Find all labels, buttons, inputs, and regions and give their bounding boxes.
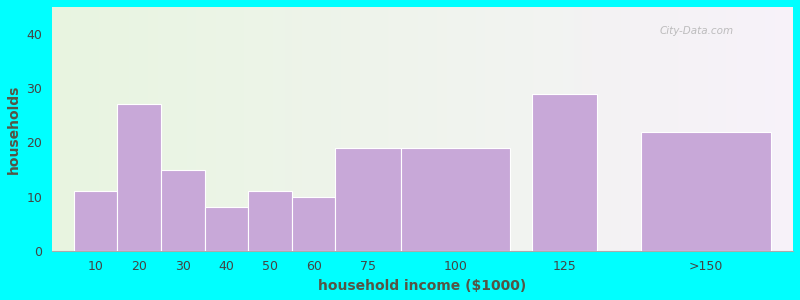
X-axis label: household income ($1000): household income ($1000): [318, 279, 526, 293]
Bar: [161, 169, 205, 251]
Bar: [248, 191, 292, 251]
Bar: [74, 191, 118, 251]
Bar: [335, 148, 401, 251]
Bar: [292, 196, 335, 251]
Y-axis label: households: households: [7, 84, 21, 173]
Bar: [641, 132, 771, 251]
Bar: [118, 104, 161, 251]
Text: City-Data.com: City-Data.com: [660, 26, 734, 36]
Bar: [205, 207, 248, 251]
Bar: [531, 94, 597, 251]
Bar: [401, 148, 510, 251]
